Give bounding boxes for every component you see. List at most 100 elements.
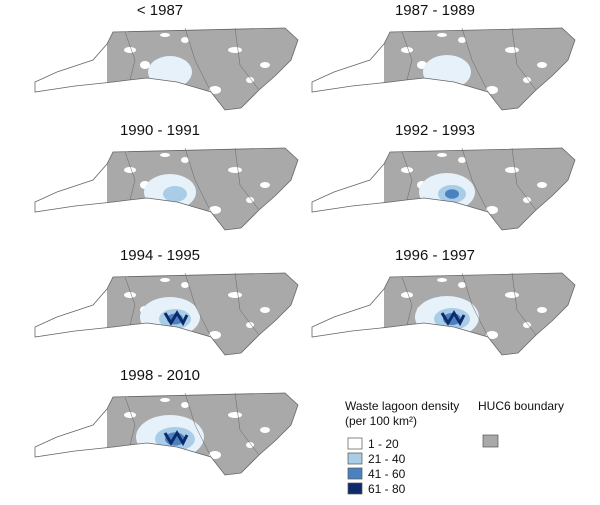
- density-area: [163, 430, 189, 447]
- panel-title: 1992 - 1993: [395, 122, 475, 139]
- gap: [140, 61, 150, 69]
- state-outline: [34, 392, 299, 476]
- density-area: [163, 186, 187, 202]
- huc-boundary: [124, 272, 260, 338]
- gap: [260, 182, 270, 188]
- gap: [437, 278, 447, 282]
- state-map: [311, 147, 576, 231]
- gap: [160, 278, 170, 282]
- gap: [246, 442, 254, 448]
- state-outline: [34, 147, 299, 231]
- gap: [537, 182, 547, 188]
- gap: [401, 167, 413, 173]
- huc-boundary: [401, 272, 537, 338]
- legend-label: 21 - 40: [368, 452, 406, 466]
- legend-subtitle: (per 100 km²): [345, 414, 417, 428]
- gray-region: [107, 148, 298, 230]
- legend-boundary-swatch: [482, 434, 499, 448]
- gap: [458, 157, 466, 163]
- density-area: [440, 310, 466, 327]
- gray-region: [107, 273, 298, 355]
- gap: [246, 197, 254, 203]
- huc-boundary: [401, 27, 537, 93]
- gray-region: [384, 273, 575, 355]
- state-map: [34, 147, 299, 231]
- gap: [160, 153, 170, 157]
- map-body: [384, 148, 575, 230]
- panel-title: 1990 - 1991: [120, 122, 200, 139]
- gap: [486, 86, 498, 94]
- gap: [523, 77, 531, 83]
- gap: [160, 33, 170, 37]
- gap: [537, 307, 547, 313]
- state-outline: [34, 27, 299, 111]
- gap: [505, 292, 519, 298]
- gray-region: [384, 28, 575, 110]
- panel-title: 1996 - 1997: [395, 247, 475, 264]
- gap: [228, 292, 242, 298]
- state-map: [34, 272, 299, 356]
- gap: [124, 412, 136, 418]
- gap: [228, 47, 242, 53]
- huc-boundary: [124, 392, 260, 458]
- legend-swatch: [347, 467, 363, 480]
- gap: [523, 197, 531, 203]
- gap: [486, 206, 498, 214]
- huc-boundary: [124, 27, 260, 93]
- legend-swatch: [347, 437, 363, 450]
- map-body: [107, 393, 298, 475]
- legend-swatch: [347, 482, 363, 495]
- legend-title: Waste lagoon density: [345, 399, 459, 413]
- legend-label: 41 - 60: [368, 467, 406, 481]
- density-area: [148, 56, 192, 88]
- map-body: [107, 28, 298, 110]
- gap: [181, 157, 189, 163]
- map-body: [107, 273, 298, 355]
- gap: [523, 322, 531, 328]
- gap: [458, 37, 466, 43]
- density-area: [445, 189, 459, 199]
- gap: [401, 47, 413, 53]
- gap: [401, 292, 413, 298]
- gap: [260, 307, 270, 313]
- state-map: [34, 27, 299, 111]
- gray-region: [107, 28, 298, 110]
- state-map: [311, 27, 576, 111]
- map-body: [384, 28, 575, 110]
- gap: [486, 331, 498, 339]
- legend-label: 61 - 80: [368, 482, 406, 496]
- state-outline: [311, 147, 576, 231]
- panel-title: 1987 - 1989: [395, 2, 475, 19]
- map-body: [384, 273, 575, 355]
- map-body: [107, 148, 298, 230]
- gap: [160, 398, 170, 402]
- density-area: [163, 310, 189, 327]
- gap: [209, 206, 221, 214]
- gap: [228, 167, 242, 173]
- gap: [437, 33, 447, 37]
- gap: [181, 37, 189, 43]
- gap: [124, 47, 136, 53]
- gap: [124, 292, 136, 298]
- panel-title: < 1987: [137, 2, 183, 19]
- gap: [505, 167, 519, 173]
- gap: [228, 412, 242, 418]
- gray-region: [384, 148, 575, 230]
- gap: [124, 167, 136, 173]
- gap: [246, 322, 254, 328]
- gap: [181, 282, 189, 288]
- legend-label: 1 - 20: [368, 437, 399, 451]
- gap: [246, 77, 254, 83]
- huc-boundary: [124, 147, 260, 213]
- panel-title: 1998 - 2010: [120, 367, 200, 384]
- gap: [437, 153, 447, 157]
- density-area: [423, 55, 471, 89]
- state-map: [34, 392, 299, 476]
- state-outline: [311, 272, 576, 356]
- gap: [181, 402, 189, 408]
- gap: [458, 282, 466, 288]
- legend-swatch: [347, 452, 363, 465]
- legend: Waste lagoon density(per 100 km²) 1 - 202…: [345, 399, 564, 496]
- state-outline: [34, 272, 299, 356]
